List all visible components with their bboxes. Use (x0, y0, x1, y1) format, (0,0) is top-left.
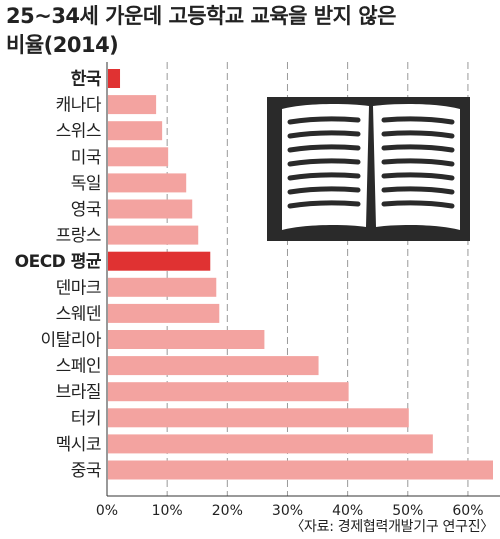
bar (108, 69, 121, 88)
category-label: 미국 (71, 148, 101, 168)
chart-title-line-1: 25~34세 가운데 고등학교 교육을 받지 않은 (6, 4, 396, 28)
x-tick-label: 0% (96, 503, 118, 519)
category-label: 브라질 (56, 383, 101, 403)
category-label: 독일 (71, 174, 101, 194)
x-tick-label: 20% (212, 503, 243, 519)
x-tick-label: 10% (152, 503, 183, 519)
bar (108, 408, 409, 428)
category-label: 한국 (71, 70, 102, 90)
bar (108, 121, 163, 141)
bar (108, 460, 493, 480)
bar (108, 277, 217, 297)
bar (108, 199, 193, 219)
bars (108, 69, 493, 480)
source-note: 〈자료: 경제협력개발기구 연구진〉 (290, 519, 494, 535)
bar (108, 434, 433, 454)
category-label: 덴마크 (56, 278, 101, 298)
category-label: OECD 평균 (15, 252, 102, 272)
bar (108, 330, 265, 349)
category-label: 중국 (71, 461, 101, 481)
bar (108, 251, 211, 271)
category-label: 영국 (71, 200, 101, 220)
x-tick-label: 60% (452, 503, 483, 519)
bar (108, 356, 319, 376)
category-label: 멕시코 (56, 435, 101, 455)
category-label: 스위스 (56, 122, 101, 142)
category-label: 스웨덴 (56, 304, 101, 324)
bar (108, 303, 220, 323)
chart-title-line-2: 비율(2014) (6, 33, 118, 57)
category-label: 캐나다 (56, 96, 102, 116)
x-tick-label: 30% (272, 503, 303, 519)
x-tick-label: 40% (332, 503, 363, 519)
x-tick-label: 50% (392, 503, 423, 519)
x-tick-labels: 0% 10% 20% 30% 40% 50% 60% (96, 503, 484, 519)
category-label: 터키 (71, 409, 101, 429)
category-label: 이탈리아 (40, 331, 101, 351)
bar (108, 95, 157, 115)
bar (108, 225, 199, 245)
bar (108, 173, 187, 193)
category-label: 스페인 (56, 357, 101, 377)
bar (108, 147, 169, 167)
open-book-icon (267, 97, 470, 241)
category-label: 프랑스 (56, 226, 101, 246)
bar (108, 382, 349, 402)
